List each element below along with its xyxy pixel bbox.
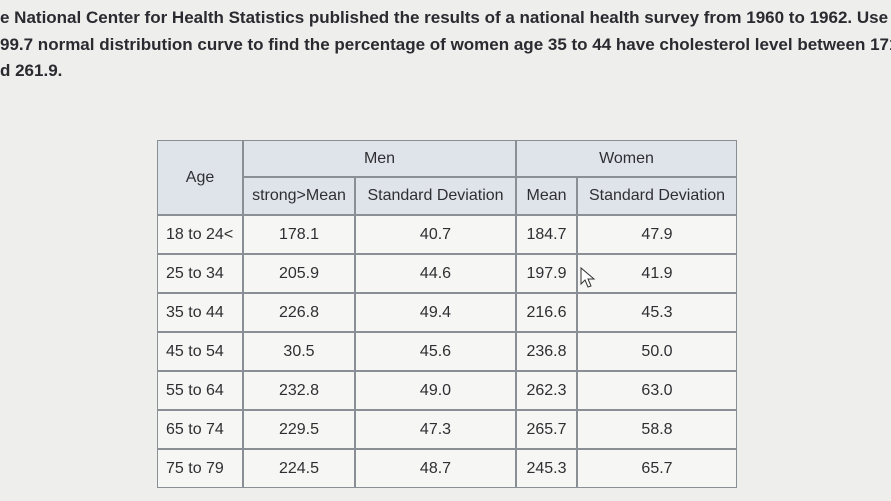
value-cell: 45.6 xyxy=(355,332,516,371)
value-cell: 30.5 xyxy=(243,332,355,371)
age-cell: 45 to 54 xyxy=(157,332,243,371)
value-cell: 265.7 xyxy=(516,410,577,449)
value-cell: 40.7 xyxy=(355,215,516,254)
value-cell: 47.9 xyxy=(577,215,737,254)
age-header: Age xyxy=(157,140,243,215)
age-cell: 25 to 34 xyxy=(157,254,243,293)
value-cell: 63.0 xyxy=(577,371,737,410)
value-cell: 45.3 xyxy=(577,293,737,332)
value-cell: 205.9 xyxy=(243,254,355,293)
age-cell: 65 to 74 xyxy=(157,410,243,449)
group-header: Men xyxy=(243,140,516,177)
value-cell: 229.5 xyxy=(243,410,355,449)
group-header: Women xyxy=(516,140,737,177)
value-cell: 232.8 xyxy=(243,371,355,410)
value-cell: 65.7 xyxy=(577,449,737,488)
value-cell: 58.8 xyxy=(577,410,737,449)
value-cell: 44.6 xyxy=(355,254,516,293)
age-cell: 18 to 24< xyxy=(157,215,243,254)
value-cell: 236.8 xyxy=(516,332,577,371)
value-cell: 245.3 xyxy=(516,449,577,488)
question-line: d 261.9. xyxy=(0,61,63,80)
value-cell: 49.4 xyxy=(355,293,516,332)
value-cell: 47.3 xyxy=(355,410,516,449)
value-cell: 226.8 xyxy=(243,293,355,332)
column-header: Standard Deviation xyxy=(355,177,516,215)
column-header: strong>Mean xyxy=(243,177,355,215)
value-cell: 197.9 xyxy=(516,254,577,293)
column-header: Mean xyxy=(516,177,577,215)
value-cell: 50.0 xyxy=(577,332,737,371)
age-cell: 35 to 44 xyxy=(157,293,243,332)
value-cell: 178.1 xyxy=(243,215,355,254)
value-cell: 49.0 xyxy=(355,371,516,410)
value-cell: 262.3 xyxy=(516,371,577,410)
value-cell: 184.7 xyxy=(516,215,577,254)
value-cell: 224.5 xyxy=(243,449,355,488)
value-cell: 48.7 xyxy=(355,449,516,488)
column-header: Standard Deviation xyxy=(577,177,737,215)
value-cell: 216.6 xyxy=(516,293,577,332)
age-cell: 75 to 79 xyxy=(157,449,243,488)
value-cell: 41.9 xyxy=(577,254,737,293)
age-cell: 55 to 64 xyxy=(157,371,243,410)
question-line: 99.7 normal distribution curve to find t… xyxy=(0,35,891,54)
question-line: e National Center for Health Statistics … xyxy=(0,8,891,27)
cursor xyxy=(580,266,596,288)
